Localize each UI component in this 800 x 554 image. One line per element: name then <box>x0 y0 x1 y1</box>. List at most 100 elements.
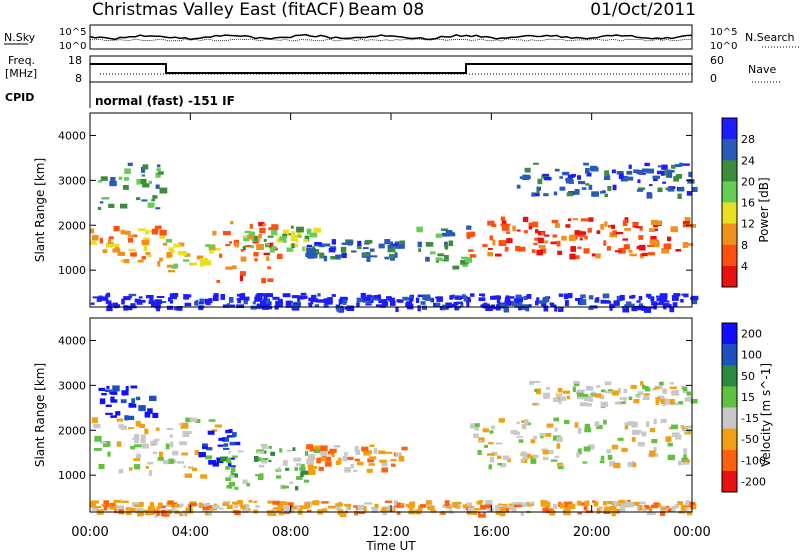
heatmap-cell <box>579 402 588 407</box>
heatmap-cell <box>373 295 381 299</box>
heatmap-cell <box>93 423 101 429</box>
heatmap-cell <box>657 187 663 193</box>
heatmap-cell <box>437 253 444 257</box>
heatmap-cell <box>277 502 286 509</box>
heatmap-cell <box>225 266 233 270</box>
heatmap-cell <box>225 429 231 434</box>
heatmap-cell <box>178 423 183 426</box>
heatmap-cell <box>649 239 657 245</box>
heatmap-cell <box>169 441 174 448</box>
heatmap-cell <box>445 230 453 235</box>
y-tick-label: 3000 <box>58 174 86 187</box>
heatmap-cell <box>124 230 131 235</box>
heatmap-cell <box>125 510 132 515</box>
heatmap-cell <box>504 246 509 252</box>
heatmap-cell <box>470 423 478 429</box>
heatmap-cell <box>344 504 351 507</box>
heatmap-cell <box>684 217 691 222</box>
heatmap-cell <box>110 177 116 183</box>
heatmap-cell <box>638 235 644 240</box>
heatmap-cell <box>371 297 379 301</box>
heatmap-cell <box>286 247 294 252</box>
heatmap-cell <box>558 400 562 405</box>
heatmap-cell <box>479 440 483 443</box>
heatmap-cell <box>498 418 505 423</box>
colorbar-swatch <box>722 365 737 387</box>
heatmap-cell <box>664 399 670 405</box>
heatmap-cell <box>474 508 480 511</box>
heatmap-cell <box>488 247 493 250</box>
heatmap-cell <box>136 453 141 459</box>
freq-tick-top: 18 <box>68 54 82 67</box>
heatmap-cell <box>190 262 198 266</box>
heatmap-cell <box>203 504 210 508</box>
heatmap-cell <box>140 439 146 444</box>
heatmap-cell <box>657 220 662 226</box>
heatmap-cell <box>282 460 288 466</box>
heatmap-cell <box>173 243 181 248</box>
heatmap-cell <box>442 259 449 262</box>
heatmap-cell <box>572 386 576 392</box>
x-tick-label: 16:00 <box>473 525 510 540</box>
heatmap-cell <box>192 467 198 472</box>
heatmap-cell <box>112 248 121 253</box>
heatmap-cell <box>637 391 644 396</box>
heatmap-cell <box>624 425 629 430</box>
heatmap-cell <box>621 401 626 405</box>
heatmap-cell <box>463 295 468 302</box>
heatmap-cell <box>611 510 616 517</box>
heatmap-cell <box>468 249 474 252</box>
heatmap-cell <box>684 397 692 402</box>
heatmap-cell <box>661 247 669 254</box>
heatmap-cell <box>272 507 277 510</box>
heatmap-cell <box>205 455 213 460</box>
heatmap-cell <box>381 462 388 467</box>
heatmap-cell <box>453 301 459 305</box>
heatmap-cell <box>596 230 601 234</box>
heatmap-cell <box>308 454 316 461</box>
heatmap-cell <box>652 175 660 179</box>
heatmap-cell <box>652 388 657 391</box>
heatmap-cell <box>488 442 494 445</box>
heatmap-cell <box>531 454 539 459</box>
heatmap-cell <box>220 456 229 462</box>
heatmap-cell <box>638 296 643 301</box>
y-tick-label: 2000 <box>58 219 86 232</box>
heatmap-cell <box>556 443 561 449</box>
heatmap-cell <box>627 462 636 468</box>
heatmap-cell <box>474 423 480 427</box>
heatmap-cell <box>166 264 174 268</box>
heatmap-cell <box>353 469 358 472</box>
heatmap-cell <box>138 296 143 299</box>
heatmap-cell <box>435 302 441 308</box>
heatmap-cell <box>496 298 501 304</box>
heatmap-cell <box>134 464 141 470</box>
heatmap-cell <box>267 235 274 238</box>
heatmap-cell <box>616 232 624 235</box>
heatmap-cell <box>256 293 264 296</box>
heatmap-cell <box>514 302 523 308</box>
heatmap-cell <box>266 243 270 247</box>
heatmap-cell <box>185 417 193 423</box>
heatmap-cell <box>156 506 160 511</box>
colorbar-tick-label: 200 <box>741 328 762 341</box>
heatmap-cell <box>631 421 638 428</box>
heatmap-cell <box>346 240 354 245</box>
heatmap-cell <box>295 463 302 467</box>
heatmap-cell <box>536 297 540 302</box>
heatmap-cell <box>590 393 595 396</box>
heatmap-cell <box>609 303 616 308</box>
heatmap-cell <box>612 390 619 396</box>
heatmap-cell <box>250 245 254 249</box>
heatmap-cell <box>679 162 683 167</box>
nsky-label: N.Sky <box>4 31 36 44</box>
heatmap-cell <box>637 501 646 505</box>
heatmap-cell <box>677 501 684 506</box>
heatmap-cell <box>213 293 219 297</box>
heatmap-cell <box>567 218 572 221</box>
heatmap-cell <box>128 293 137 297</box>
heatmap-cell <box>621 447 628 453</box>
heatmap-cell <box>268 446 273 449</box>
heatmap-cell <box>630 303 635 307</box>
heatmap-cell <box>580 294 586 299</box>
